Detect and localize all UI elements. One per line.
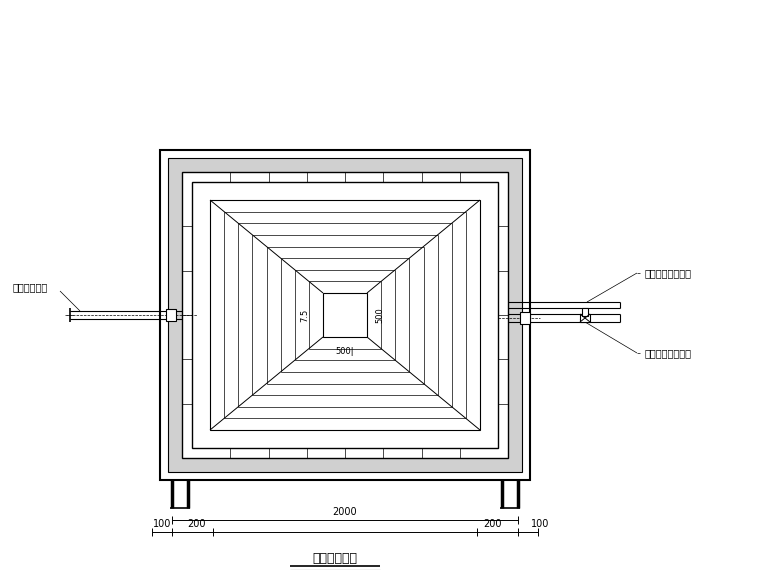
Text: 2000: 2000	[333, 507, 357, 517]
Text: 200: 200	[484, 519, 502, 529]
Text: 下层相滤池排污管: 下层相滤池排污管	[645, 268, 692, 278]
Bar	[520, 312, 530, 324]
Bar	[192, 182, 498, 448]
Text: 上层相滤池出水管: 上层相滤池出水管	[645, 348, 692, 358]
Bar	[323, 293, 367, 337]
Bar	[160, 150, 530, 480]
Bar	[182, 172, 508, 458]
Text: 100: 100	[153, 519, 171, 529]
Bar	[166, 309, 176, 321]
Text: 100: 100	[530, 519, 549, 529]
Text: 500|: 500|	[336, 348, 354, 356]
Text: 7.5: 7.5	[300, 308, 309, 321]
Text: 500: 500	[375, 307, 384, 323]
Text: 相滤池平面图: 相滤池平面图	[312, 552, 357, 565]
Bar	[582, 308, 588, 316]
Bar	[210, 200, 480, 430]
Text: 相滤池进水管: 相滤池进水管	[12, 282, 48, 292]
Bar	[580, 314, 590, 322]
Bar	[168, 158, 522, 472]
Text: 200: 200	[188, 519, 206, 529]
